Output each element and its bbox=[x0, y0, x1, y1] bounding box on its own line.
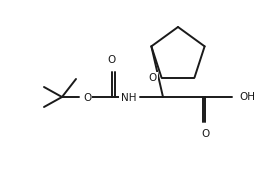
Text: OH: OH bbox=[239, 92, 255, 102]
Text: O: O bbox=[201, 129, 209, 139]
Text: O: O bbox=[148, 73, 157, 83]
Text: O: O bbox=[108, 55, 116, 65]
Text: O: O bbox=[83, 93, 91, 103]
Text: NH: NH bbox=[120, 93, 136, 103]
